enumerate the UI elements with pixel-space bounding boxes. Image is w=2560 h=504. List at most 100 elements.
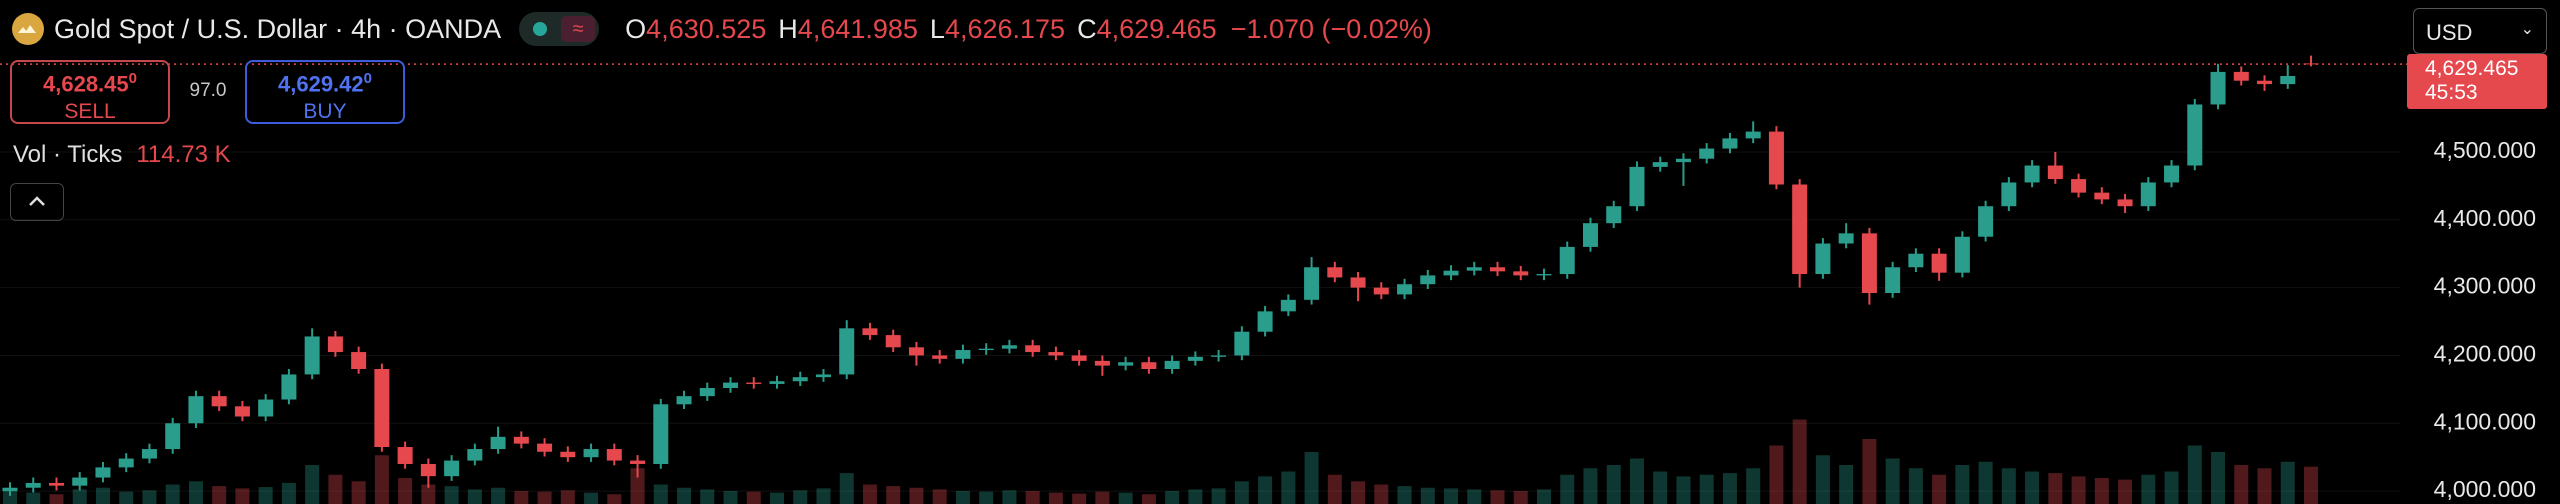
candle-body <box>467 449 483 461</box>
volume-bar <box>351 481 366 504</box>
candle-body <box>2094 192 2110 200</box>
y-tick-label: 4,100.000 <box>2434 408 2536 434</box>
candle-body <box>1978 206 1994 237</box>
candle-body <box>1931 253 1947 273</box>
candle-body <box>583 449 599 458</box>
volume-bar <box>2257 468 2272 504</box>
volume-bar <box>1537 489 1551 504</box>
volume-bar <box>1467 489 1482 504</box>
volume-bar <box>2280 461 2295 504</box>
volume-bar <box>2001 468 2016 504</box>
volume-bar <box>1932 474 1947 504</box>
candle-body <box>1071 355 1087 361</box>
candle-body <box>2024 165 2040 183</box>
ohlc-key: H <box>778 13 798 44</box>
candle-body <box>1001 345 1017 349</box>
volume-bar <box>95 487 110 504</box>
candle-body <box>2280 75 2296 85</box>
currency-select[interactable]: USD ⌄ <box>2413 8 2547 54</box>
volume-bar <box>630 468 645 504</box>
volume-bar <box>2025 471 2040 504</box>
candle-body <box>304 336 320 375</box>
candle-body <box>2140 182 2156 207</box>
volume-bar <box>653 484 668 504</box>
volume-bar <box>700 489 715 504</box>
volume-bar <box>1653 471 1668 504</box>
sell-button[interactable]: 4,628.450 SELL <box>10 60 170 124</box>
volume-bar <box>1815 455 1830 504</box>
volume-bar <box>1165 491 1180 504</box>
candle-body <box>1211 355 1227 357</box>
candle-body <box>490 436 506 450</box>
candle-body <box>211 396 227 407</box>
candle-body <box>165 423 181 450</box>
volume-bar <box>2071 476 2086 504</box>
candle-body <box>699 388 715 397</box>
volume-bar <box>49 494 64 504</box>
volume-bar <box>886 486 901 504</box>
volume-bar <box>2164 471 2179 504</box>
candle-body <box>1768 131 1784 185</box>
candle-body <box>2210 71 2226 105</box>
currency: USD <box>2426 20 2473 45</box>
candle-body <box>723 382 739 389</box>
candle-body <box>1559 246 1575 275</box>
symbol-header: Gold Spot / U.S. Dollar · 4h · OANDA ≈ O… <box>12 8 1432 50</box>
candle-body <box>1466 267 1482 271</box>
volume-bar <box>119 491 134 504</box>
volume-bar <box>491 487 506 504</box>
volume-legend: Vol · Ticks 114.73 K <box>13 141 231 169</box>
candle-body <box>1025 345 1041 353</box>
volume-bar <box>2118 479 2133 504</box>
indicator-name[interactable]: Vol · Ticks <box>13 141 123 168</box>
volume-bar <box>2141 474 2156 504</box>
volume-bar <box>979 491 994 504</box>
collapse-button[interactable] <box>10 183 64 221</box>
candle-body <box>537 443 553 452</box>
ohlc-key: L <box>929 13 945 44</box>
symbol-title[interactable]: Gold Spot / U.S. Dollar · 4h · OANDA <box>54 13 502 44</box>
candle-body <box>2071 179 2087 193</box>
volume-bar <box>723 491 738 504</box>
candle-body <box>234 406 250 417</box>
candle-body <box>676 396 692 405</box>
candle-body <box>1792 184 1808 275</box>
volume-bar <box>1444 488 1459 504</box>
volume-bar <box>1513 491 1528 504</box>
volume-bar <box>1908 468 1923 504</box>
ohlc-value: 4,629.465 <box>1096 13 1217 44</box>
volume-bar <box>1281 471 1296 504</box>
volume-bar <box>2187 445 2202 504</box>
volume-bar <box>537 491 552 504</box>
candle-body <box>955 350 971 359</box>
candle-body <box>1490 267 1506 272</box>
volume-bar <box>421 484 436 504</box>
volume-bar <box>1583 468 1598 504</box>
candle-body <box>2117 199 2133 207</box>
buy-button[interactable]: 4,629.420 BUY <box>245 60 405 124</box>
volume-bar <box>1955 465 1970 504</box>
ohlc-key: C <box>1077 13 1097 44</box>
candle-body <box>281 374 297 400</box>
volume-bar <box>793 490 808 504</box>
volume-bar <box>2234 465 2249 504</box>
candle-body <box>374 369 390 448</box>
volume-bar <box>932 489 947 504</box>
candle-body <box>1118 362 1134 366</box>
volume-bar <box>1118 492 1133 504</box>
ohlc-value: 4,641.985 <box>797 13 918 44</box>
candle-body <box>1861 233 1877 294</box>
volume-bar <box>2094 478 2109 504</box>
candle-body <box>653 404 669 464</box>
candle-body <box>1420 275 1436 285</box>
volume-bar <box>584 492 599 504</box>
volume-bar <box>1746 468 1761 504</box>
volume-bar <box>235 488 250 504</box>
status-toggle[interactable]: ≈ <box>519 12 600 46</box>
candle-body <box>1350 277 1366 288</box>
indicator-value: 114.73 K <box>136 141 231 168</box>
y-tick-label: 4,500.000 <box>2434 137 2536 163</box>
candle-body <box>25 482 41 488</box>
price-change: −1.070 (−0.02%) <box>1230 13 1432 44</box>
volume-bar <box>1699 474 1714 504</box>
